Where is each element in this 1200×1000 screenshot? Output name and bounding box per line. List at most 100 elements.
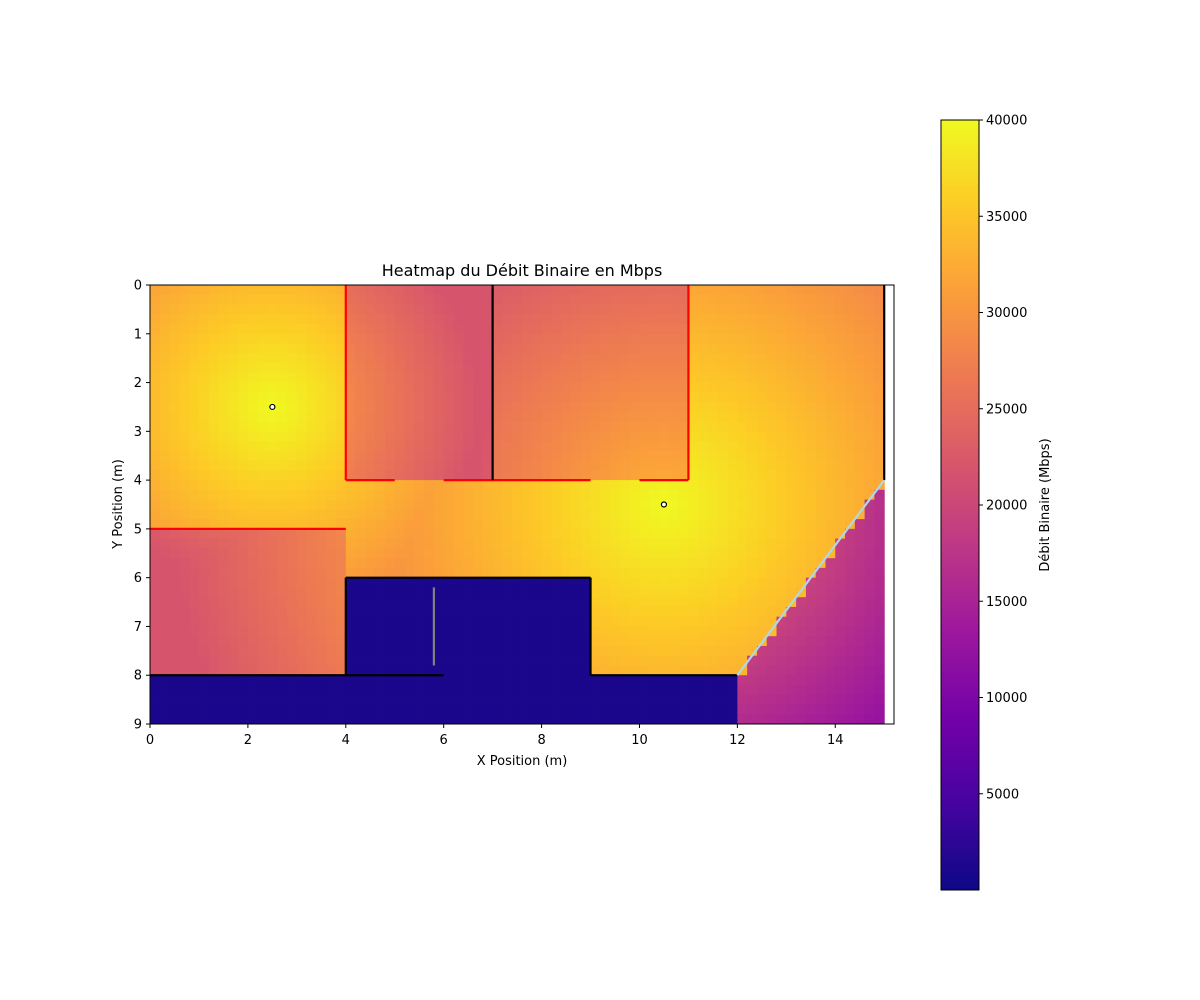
- heatmap-cell: [208, 528, 220, 540]
- heatmap-cell: [531, 597, 543, 608]
- heatmap-cell: [326, 431, 337, 442]
- heatmap-cell: [815, 450, 826, 462]
- heatmap-cell: [159, 548, 171, 559]
- heatmap-cell: [384, 684, 396, 696]
- heatmap-cell: [570, 655, 582, 666]
- heatmap-cell: [727, 460, 738, 471]
- heatmap-cell: [384, 528, 396, 540]
- heatmap-cell: [316, 577, 327, 588]
- heatmap-cell: [296, 460, 308, 471]
- heatmap-cell: [375, 714, 386, 724]
- heatmap-cell: [277, 470, 288, 481]
- heatmap-cell: [502, 528, 513, 540]
- heatmap-cell: [668, 616, 680, 627]
- heatmap-cell: [414, 528, 425, 540]
- heatmap-cell: [169, 489, 180, 501]
- heatmap-cell: [512, 480, 523, 491]
- heatmap-cell: [316, 616, 327, 627]
- heatmap-cell: [277, 411, 288, 423]
- heatmap-cell: [845, 450, 856, 462]
- heatmap-cell: [189, 324, 200, 335]
- heatmap-cell: [414, 665, 425, 676]
- heatmap-cell: [561, 372, 572, 384]
- heatmap-cell: [277, 441, 288, 452]
- heatmap-cell: [179, 665, 190, 676]
- heatmap-cell: [443, 363, 454, 374]
- heatmap-cell: [414, 324, 425, 335]
- heatmap-cell: [737, 587, 748, 598]
- heatmap-cell: [522, 285, 533, 296]
- heatmap-cell: [453, 528, 464, 540]
- heatmap-cell: [756, 294, 768, 306]
- heatmap-cell: [874, 294, 885, 306]
- heatmap-cell: [727, 548, 738, 559]
- heatmap-cell: [756, 372, 768, 384]
- heatmap-cell: [708, 558, 719, 569]
- heatmap-cell: [874, 655, 885, 666]
- heatmap-cell: [492, 450, 503, 462]
- heatmap-cell: [717, 606, 729, 618]
- heatmap-cell: [208, 548, 220, 559]
- heatmap-cell: [257, 314, 268, 325]
- heatmap-cell: [854, 499, 866, 510]
- heatmap-cell: [482, 372, 494, 384]
- heatmap-cell: [766, 489, 778, 501]
- heatmap-cell: [639, 528, 650, 540]
- heatmap-cell: [228, 509, 239, 520]
- heatmap-cell: [482, 450, 494, 462]
- heatmap-cell: [708, 363, 719, 374]
- heatmap-cell: [629, 470, 640, 481]
- heatmap-cell: [756, 314, 768, 325]
- heatmap-cell: [659, 655, 670, 666]
- heatmap-cell: [776, 597, 787, 608]
- heatmap-cell: [345, 519, 357, 530]
- heatmap-cell: [306, 616, 317, 627]
- heatmap-cell: [355, 431, 366, 442]
- heatmap-cell: [424, 538, 435, 549]
- heatmap-cell: [786, 294, 797, 306]
- heatmap-cell: [786, 704, 797, 715]
- heatmap-cell: [766, 285, 778, 296]
- heatmap-cell: [835, 382, 846, 393]
- heatmap-cell: [189, 480, 200, 491]
- heatmap-cell: [404, 567, 415, 579]
- heatmap-cell: [580, 675, 592, 686]
- heatmap-cell: [355, 528, 366, 540]
- heatmap-cell: [179, 402, 190, 413]
- heatmap-cell: [179, 489, 190, 501]
- heatmap-cell: [502, 441, 513, 452]
- heatmap-cell: [600, 402, 611, 413]
- heatmap-cell: [766, 324, 778, 335]
- heatmap-cell: [316, 655, 327, 666]
- heatmap-cell: [610, 392, 621, 403]
- heatmap-cell: [306, 538, 317, 549]
- heatmap-cell: [247, 558, 259, 569]
- heatmap-cell: [159, 363, 171, 374]
- heatmap-cell: [629, 411, 640, 423]
- heatmap-cell: [835, 333, 846, 345]
- heatmap-cell: [570, 294, 582, 306]
- heatmap-cell: [854, 470, 866, 481]
- heatmap-cell: [551, 421, 562, 432]
- heatmap-cell: [825, 606, 836, 618]
- heatmap-cell: [835, 372, 846, 384]
- heatmap-cell: [639, 606, 650, 618]
- heatmap-cell: [502, 597, 513, 608]
- heatmap-cell: [619, 558, 631, 569]
- heatmap-cell: [463, 402, 474, 413]
- heatmap-cell: [541, 460, 552, 471]
- heatmap-cell: [512, 324, 523, 335]
- heatmap-cell: [179, 441, 190, 452]
- heatmap-cell: [551, 548, 562, 559]
- heatmap-cell: [326, 450, 337, 462]
- heatmap-cell: [786, 645, 797, 657]
- heatmap-cell: [208, 684, 220, 696]
- heatmap-cell: [384, 587, 396, 598]
- heatmap-cell: [854, 480, 866, 491]
- heatmap-cell: [414, 402, 425, 413]
- heatmap-cell: [179, 538, 190, 549]
- heatmap-cell: [805, 509, 817, 520]
- heatmap-cell: [874, 460, 885, 471]
- heatmap-cell: [531, 499, 543, 510]
- heatmap-cell: [198, 431, 210, 442]
